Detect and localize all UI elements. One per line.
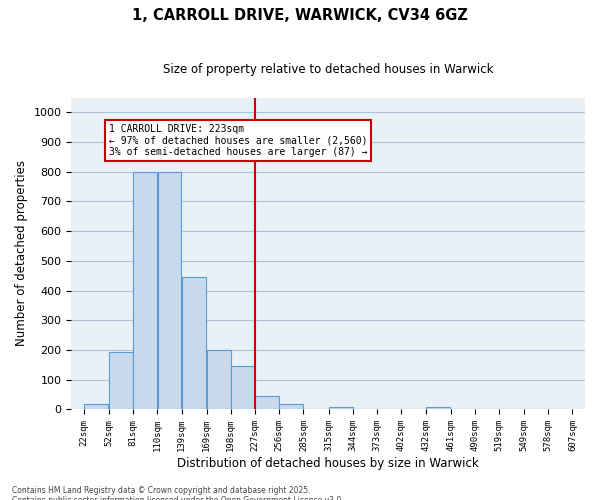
Bar [182, 276, 206, 409]
Bar [280, 404, 303, 409]
Bar [158, 172, 181, 410]
Text: Contains public sector information licensed under the Open Government Licence v3: Contains public sector information licen… [12, 496, 344, 500]
Bar [255, 396, 279, 409]
Bar [231, 366, 255, 410]
Bar [84, 404, 108, 409]
Text: 1 CARROLL DRIVE: 223sqm
← 97% of detached houses are smaller (2,560)
3% of semi-: 1 CARROLL DRIVE: 223sqm ← 97% of detache… [109, 124, 367, 158]
Bar [207, 350, 230, 410]
Text: 1, CARROLL DRIVE, WARWICK, CV34 6GZ: 1, CARROLL DRIVE, WARWICK, CV34 6GZ [132, 8, 468, 22]
Y-axis label: Number of detached properties: Number of detached properties [15, 160, 28, 346]
X-axis label: Distribution of detached houses by size in Warwick: Distribution of detached houses by size … [177, 457, 479, 470]
Text: Contains HM Land Registry data © Crown copyright and database right 2025.: Contains HM Land Registry data © Crown c… [12, 486, 311, 495]
Bar [133, 172, 157, 410]
Bar [427, 406, 451, 410]
Bar [329, 407, 353, 410]
Bar [109, 352, 133, 410]
Title: Size of property relative to detached houses in Warwick: Size of property relative to detached ho… [163, 62, 493, 76]
